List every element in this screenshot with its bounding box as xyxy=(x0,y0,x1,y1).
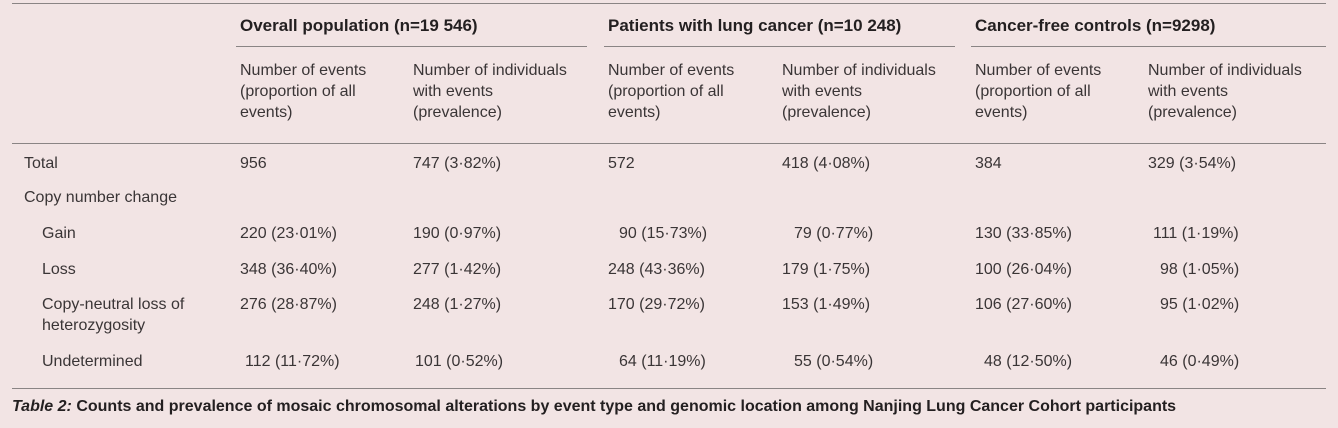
table-cell: 79 (0·77%) xyxy=(794,225,874,242)
row-label-gain: Gain xyxy=(42,225,76,242)
subheader-events-overall: Number of events (proportion of all even… xyxy=(240,62,367,121)
table-cell: 248 (43·36%) xyxy=(608,261,705,278)
table-cell: 170 (29·72%) xyxy=(608,296,705,313)
table-cell: 130 (33·85%) xyxy=(975,225,1072,242)
subheader-individuals-controls: Number of individuals with events (preva… xyxy=(1148,62,1302,121)
subheader-events-controls: Number of events (proportion of all even… xyxy=(975,62,1102,121)
table-cell: 55 (0·54%) xyxy=(794,353,874,370)
table-cell: 112 (11·72%) xyxy=(245,353,340,370)
group-rule-controls xyxy=(971,46,1326,47)
caption-label: Table 2: xyxy=(12,398,72,415)
table-cell: 220 (23·01%) xyxy=(240,225,337,242)
table-cell: 384 xyxy=(975,155,1002,172)
table-cell: 90 (15·73%) xyxy=(619,225,708,242)
header-rule xyxy=(12,143,1326,144)
table-cell: 418 (4·08%) xyxy=(782,155,871,172)
table-cell: 100 (26·04%) xyxy=(975,261,1072,278)
table-cell: 64 (11·19%) xyxy=(619,353,706,370)
group-header-controls: Cancer-free controls (n=9298) xyxy=(975,16,1216,35)
table-cell: 46 (0·49%) xyxy=(1160,353,1240,370)
table-cell: 348 (36·40%) xyxy=(240,261,337,278)
row-label-loss: Loss xyxy=(42,261,76,278)
table-caption: Table 2: Counts and prevalence of mosaic… xyxy=(12,398,1176,416)
table-cell: 48 (12·50%) xyxy=(984,353,1073,370)
table-cell: 329 (3·54%) xyxy=(1148,155,1237,172)
table-cell: 153 (1·49%) xyxy=(782,296,871,313)
table-cell: 248 (1·27%) xyxy=(413,296,502,313)
table-cell: 747 (3·82%) xyxy=(413,155,502,172)
group-rule-lung-cancer xyxy=(604,46,955,47)
caption-text: Counts and prevalence of mosaic chromoso… xyxy=(76,398,1177,415)
group-header-lung-cancer: Patients with lung cancer (n=10 248) xyxy=(608,16,902,35)
row-label-copy-number-change: Copy number change xyxy=(24,189,177,206)
table-cell: 572 xyxy=(608,155,635,172)
group-rule-overall xyxy=(236,46,587,47)
row-label-total: Total xyxy=(24,155,58,172)
subheader-events-lung-cancer: Number of events (proportion of all even… xyxy=(608,62,735,121)
table-cell: 98 (1·05%) xyxy=(1160,261,1240,278)
subheader-individuals-overall: Number of individuals with events (preva… xyxy=(413,62,567,121)
row-label-undetermined: Undetermined xyxy=(42,353,143,370)
table-cell: 277 (1·42%) xyxy=(413,261,502,278)
top-rule xyxy=(12,3,1326,4)
bottom-rule xyxy=(12,388,1326,389)
table-cell: 95 (1·02%) xyxy=(1160,296,1240,313)
table-cell: 111 (1·19%) xyxy=(1153,225,1239,242)
table-cell: 179 (1·75%) xyxy=(782,261,871,278)
table-cell: 190 (0·97%) xyxy=(413,225,502,242)
table-cell: 956 xyxy=(240,155,267,172)
row-label-cnloh: Copy-neutral loss of heterozygosity xyxy=(42,296,185,334)
table-cell: 101 (0·52%) xyxy=(415,353,504,370)
group-header-overall: Overall population (n=19 546) xyxy=(240,16,478,35)
table-cell: 106 (27·60%) xyxy=(975,296,1072,313)
table-cell: 276 (28·87%) xyxy=(240,296,337,313)
subheader-individuals-lung-cancer: Number of individuals with events (preva… xyxy=(782,62,936,121)
